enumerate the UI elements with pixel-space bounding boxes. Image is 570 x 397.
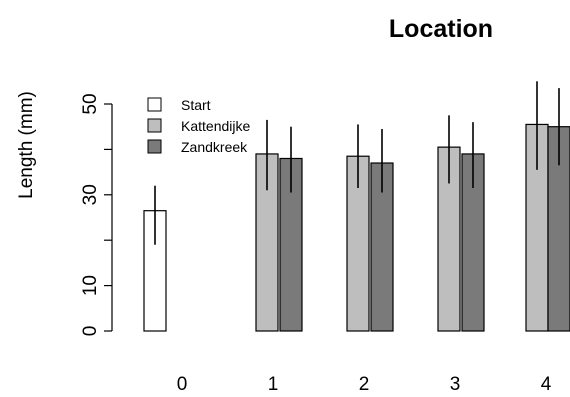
legend-swatch bbox=[147, 139, 162, 154]
legend-swatch bbox=[147, 118, 162, 133]
y-axis-ticks: 0 10 30 50 bbox=[80, 93, 112, 336]
legend-label: Zandkreek bbox=[181, 139, 248, 155]
x-tick-label: 1 bbox=[268, 374, 279, 395]
legend: Start Kattendijke Zandkreek bbox=[147, 97, 250, 155]
y-tick-label: 30 bbox=[80, 184, 101, 205]
legend-label: Start bbox=[181, 97, 211, 113]
legend-swatch bbox=[147, 97, 162, 112]
x-tick-label: 2 bbox=[359, 374, 370, 395]
x-axis-tick-labels: 0 1 2 3 4 bbox=[177, 374, 552, 395]
y-tick-label: 10 bbox=[80, 275, 101, 296]
x-tick-label: 4 bbox=[541, 374, 552, 395]
y-axis-label: Length (mm) bbox=[16, 91, 37, 199]
x-tick-label: 0 bbox=[177, 374, 188, 395]
y-tick-label: 0 bbox=[80, 326, 101, 337]
chart-title: Location bbox=[389, 15, 493, 43]
y-tick-label: 50 bbox=[80, 93, 101, 114]
error-bars bbox=[154, 81, 560, 245]
x-tick-label: 3 bbox=[450, 374, 461, 395]
legend-label: Kattendijke bbox=[181, 118, 250, 134]
bars bbox=[143, 123, 570, 332]
